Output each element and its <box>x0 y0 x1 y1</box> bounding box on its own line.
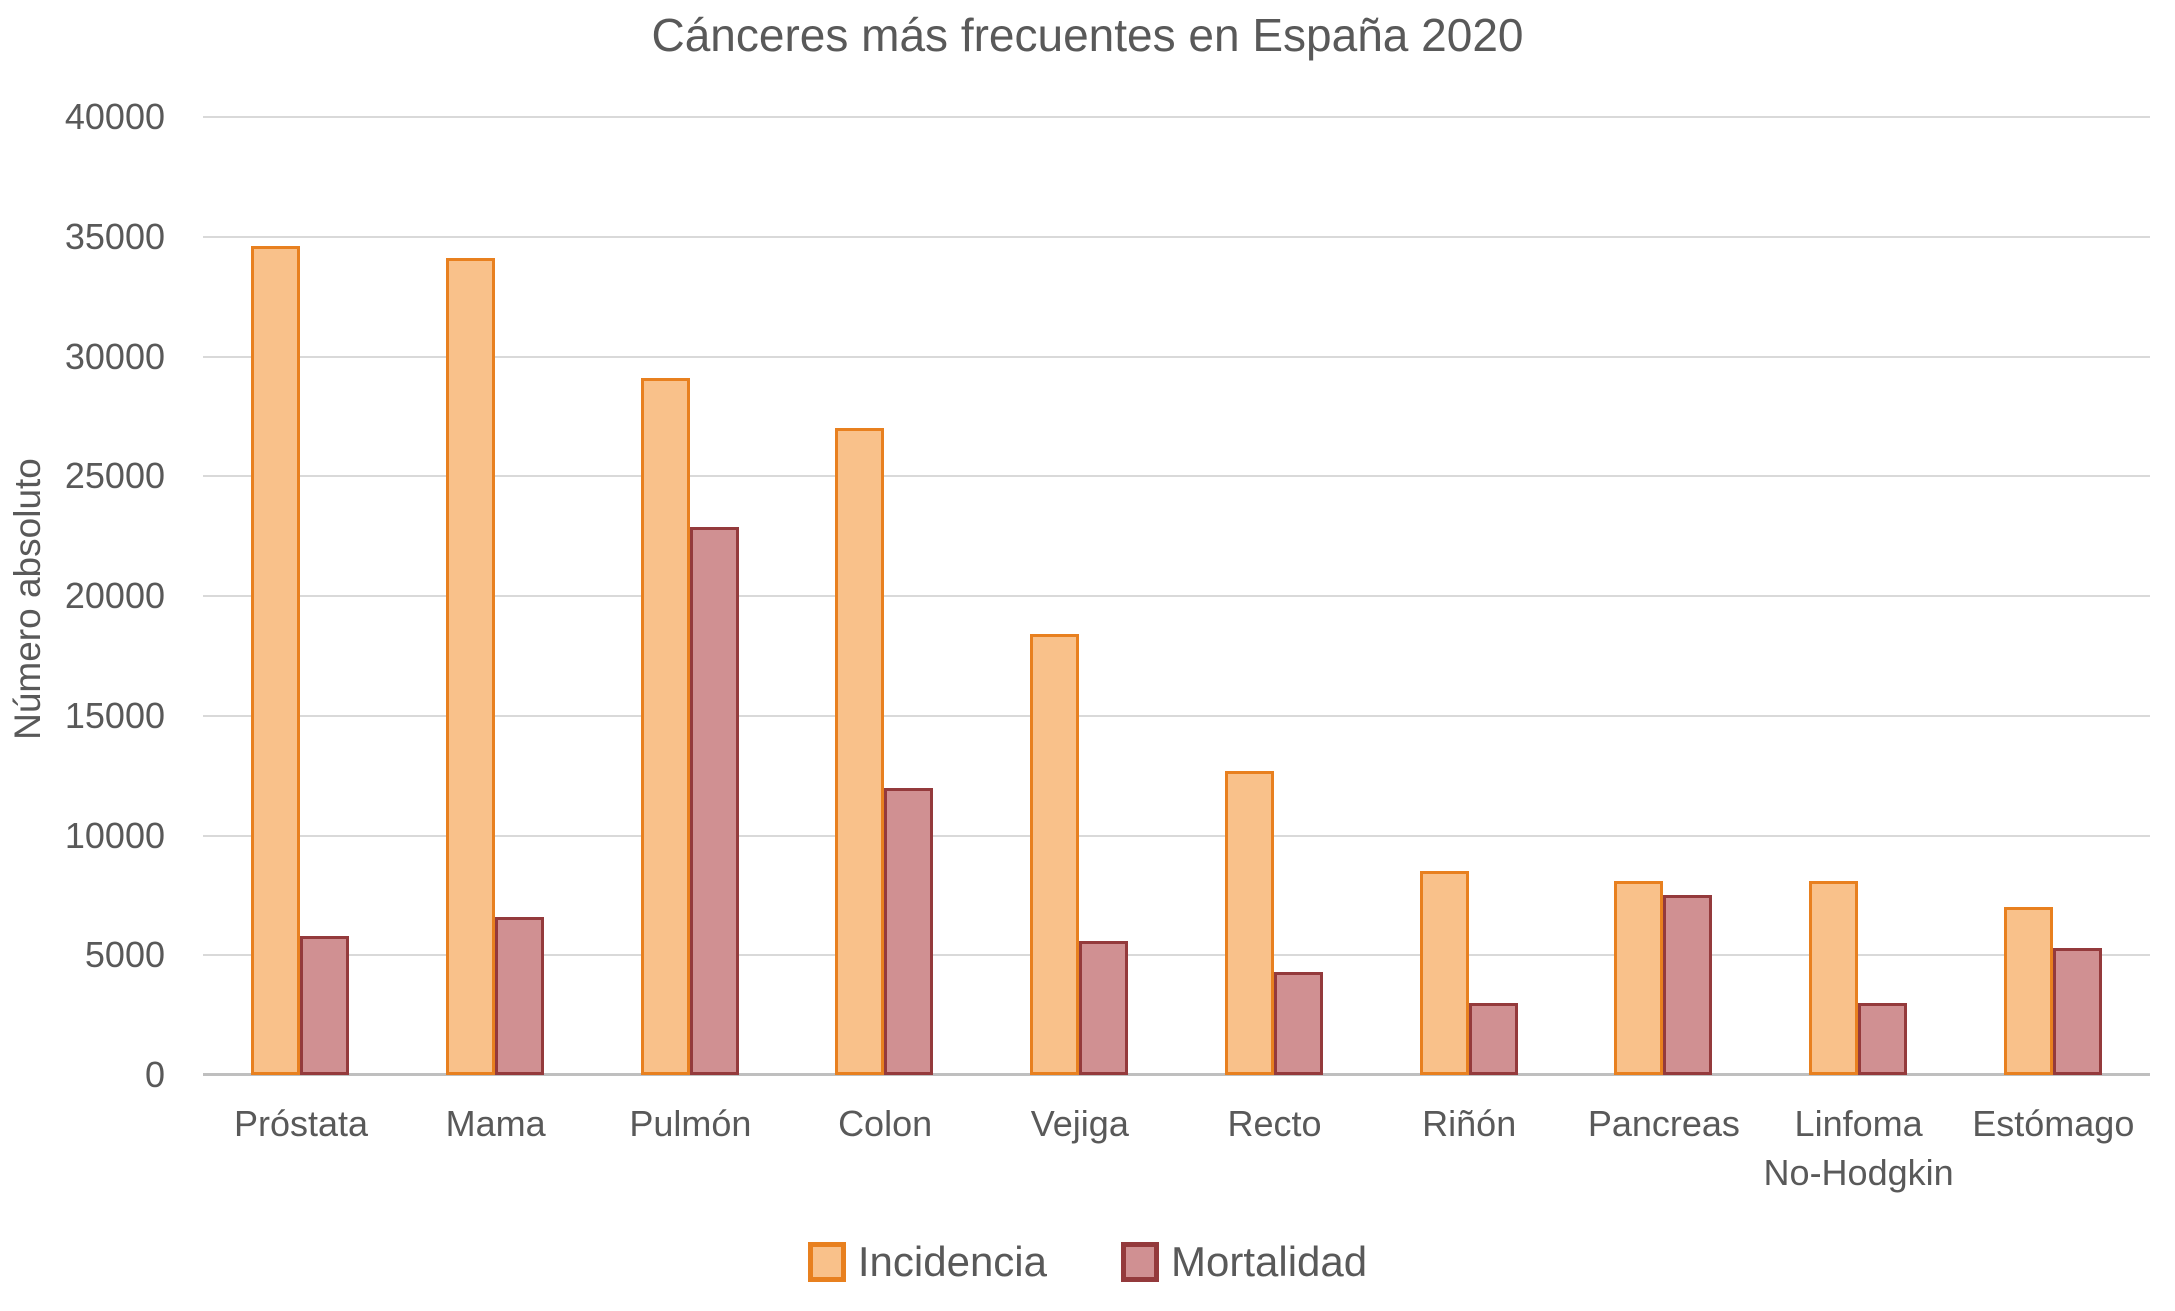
bar-mortalidad-linfoma-no-hodgkin <box>1857 1003 1907 1075</box>
legend: Incidencia Mortalidad <box>0 1238 2175 1286</box>
x-label-pancreas: Pancreas <box>1587 1103 1740 1144</box>
bar-incidencia-estómago <box>2003 907 2053 1075</box>
legend-swatch-mortalidad <box>1121 1242 1159 1282</box>
bar-mortalidad-pancreas <box>1663 895 1713 1075</box>
bar-incidencia-riñón <box>1419 871 1469 1075</box>
bar-incidencia-linfoma-no-hodgkin <box>1808 881 1858 1075</box>
bar-incidencia-mama <box>446 258 496 1075</box>
legend-label-incidencia: Incidencia <box>857 1238 1047 1285</box>
bar-incidencia-pulmón <box>640 378 690 1075</box>
y-tick-label-10000: 10000 <box>64 814 165 856</box>
bar-incidencia-vejiga <box>1030 634 1080 1075</box>
gridline-30000 <box>203 355 2150 358</box>
bar-mortalidad-mama <box>495 916 545 1075</box>
gridline-5000 <box>203 954 2150 957</box>
x-label-riñón: Riñón <box>1422 1103 1517 1144</box>
y-tick-label-5000: 5000 <box>84 934 165 976</box>
y-tick-label-0: 0 <box>144 1054 165 1095</box>
gridline-40000 <box>203 116 2150 118</box>
x-label-linfoma-no-hodgkin: Linfoma No-Hodgkin <box>1763 1103 1954 1193</box>
y-tick-label-20000: 20000 <box>64 575 165 616</box>
y-tick-label-40000: 40000 <box>64 96 165 137</box>
bar-incidencia-recto <box>1224 770 1274 1075</box>
legend-swatch-incidencia <box>807 1242 846 1282</box>
bar-mortalidad-pulmón <box>689 526 739 1075</box>
x-label-vejiga: Vejiga <box>1030 1103 1129 1144</box>
gridline-10000 <box>203 834 2150 837</box>
gridline-15000 <box>203 714 2150 717</box>
legend-item-incidencia: Incidencia <box>807 1238 1047 1286</box>
x-label-estómago: Estómago <box>1972 1103 2135 1144</box>
bar-mortalidad-colon <box>884 787 934 1075</box>
x-label-pulmón: Pulmón <box>629 1103 752 1144</box>
chart-title: Cánceres más frecuentes en España 2020 <box>651 9 1524 61</box>
x-label-colon: Colon <box>838 1103 933 1144</box>
bar-mortalidad-vejiga <box>1079 940 1129 1075</box>
bar-incidencia-próstata <box>251 246 301 1075</box>
bar-incidencia-pancreas <box>1614 881 1664 1075</box>
legend-label-mortalidad: Mortalidad <box>1171 1238 1368 1285</box>
y-tick-label-30000: 30000 <box>64 335 165 377</box>
legend-item-mortalidad: Mortalidad <box>1121 1238 1367 1286</box>
bar-mortalidad-recto <box>1273 972 1323 1075</box>
x-label-recto: Recto <box>1227 1103 1322 1144</box>
x-label-mama: Mama <box>445 1103 546 1144</box>
plot-area <box>203 116 2150 1076</box>
bar-mortalidad-próstata <box>300 936 350 1075</box>
y-tick-label-35000: 35000 <box>64 215 165 257</box>
gridline-25000 <box>203 475 2150 478</box>
y-tick-label-15000: 15000 <box>64 694 165 736</box>
x-axis-line <box>203 1073 2150 1076</box>
gridline-35000 <box>203 235 2150 238</box>
gridline-20000 <box>203 595 2150 597</box>
x-label-próstata: Próstata <box>233 1103 369 1144</box>
bar-incidencia-colon <box>835 428 885 1075</box>
y-tick-label-25000: 25000 <box>64 455 165 497</box>
bar-mortalidad-estómago <box>2052 948 2102 1075</box>
bar-mortalidad-riñón <box>1468 1003 1518 1075</box>
